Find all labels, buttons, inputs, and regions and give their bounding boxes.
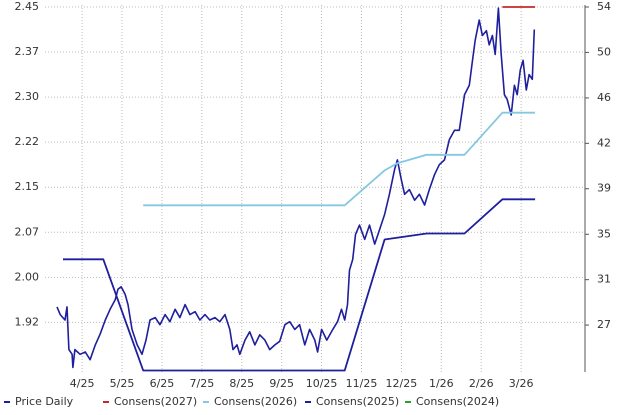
y2-tick-label: 35 [597, 227, 611, 240]
y2-tick-label: 39 [597, 182, 611, 195]
x-tick-label: 9/25 [269, 377, 294, 390]
legend-label: Consens(2026) [214, 395, 297, 408]
x-tick-label: 8/25 [229, 377, 254, 390]
legend-label: Consens(2025) [316, 395, 399, 408]
y-tick-label: 2.37 [15, 45, 40, 58]
x-tick-label: 2/26 [469, 377, 494, 390]
y-tick-label: 2.45 [15, 0, 40, 13]
y2-tick-label: 31 [597, 273, 611, 286]
legend-label: Consens(2027) [114, 395, 197, 408]
y-tick-label: 2.07 [15, 225, 40, 238]
x-tick-label: 6/25 [150, 377, 175, 390]
legend-label: Consens(2024) [416, 395, 499, 408]
legend-label: Price Daily [15, 395, 74, 408]
y-tick-label: 1.92 [15, 315, 40, 328]
x-tick-label: 12/25 [386, 377, 418, 390]
x-tick-label: 10/25 [306, 377, 338, 390]
x-tick-label: 7/25 [189, 377, 214, 390]
series-line [143, 111, 536, 207]
y2-tick-label: 54 [597, 0, 611, 13]
y2-tick-label: 50 [597, 45, 611, 58]
x-tick-label: 1/26 [429, 377, 454, 390]
series-line [63, 198, 536, 372]
y2-tick-label: 42 [597, 136, 611, 149]
series-line [56, 7, 536, 369]
x-tick-label: 3/26 [509, 377, 534, 390]
x-tick-label: 4/25 [70, 377, 95, 390]
y-tick-label: 2.30 [15, 90, 40, 103]
y2-tick-label: 46 [597, 91, 611, 104]
y2-tick-label: 27 [597, 318, 611, 331]
y-tick-label: 2.22 [15, 135, 40, 148]
y-tick-label: 2.00 [15, 270, 40, 283]
x-tick-label: 5/25 [110, 377, 135, 390]
y-tick-label: 2.15 [15, 180, 40, 193]
x-tick-label: 11/25 [346, 377, 378, 390]
